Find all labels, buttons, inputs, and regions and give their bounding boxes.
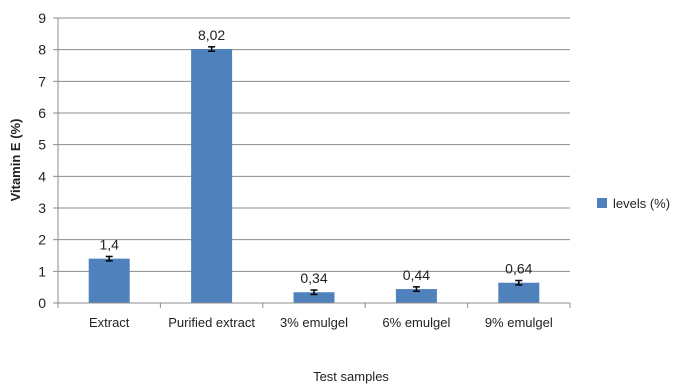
data-label: 8,02 [198,27,225,43]
y-tick-label: 3 [38,200,46,216]
bar [88,258,130,303]
y-tick-labels: 0 1 2 3 4 5 6 7 8 9 [38,10,46,311]
x-category-label: Extract [89,315,130,330]
y-axis-title: Vitamin E (%) [8,119,23,202]
x-category-label: 3% emulgel [280,315,348,330]
y-tick-label: 5 [38,137,46,153]
gridlines [58,17,570,304]
axes [53,17,571,308]
legend-label: levels (%) [613,196,670,211]
y-tick-label: 2 [38,232,46,248]
y-tick-label: 6 [38,105,46,121]
legend-swatch [597,198,607,208]
x-category-label: 9% emulgel [485,315,553,330]
x-category-labels: Extract Purified extract 3% emulgel 6% emul… [89,315,553,330]
data-label: 0,44 [403,267,430,283]
y-tick-label: 4 [38,168,46,184]
data-labels: 1,4 8,02 0,34 0,44 0,64 [99,27,532,286]
bar [395,289,437,303]
x-axis-title: Test samples [313,369,389,384]
y-tick-label: 0 [38,295,46,311]
bar [191,49,233,304]
y-tick-label: 8 [38,42,46,58]
bars [88,49,540,304]
bar [293,292,335,303]
data-label: 0,64 [505,261,532,277]
data-label: 1,4 [99,236,119,252]
y-tick-label: 7 [38,73,46,89]
x-category-label: 6% emulgel [382,315,450,330]
x-category-label: Purified extract [168,315,255,330]
data-label: 0,34 [300,270,327,286]
error-bars [105,46,523,296]
y-tick-label: 1 [38,263,46,279]
y-tick-label: 9 [38,10,46,26]
legend: levels (%) [597,196,670,211]
bar [498,282,540,303]
